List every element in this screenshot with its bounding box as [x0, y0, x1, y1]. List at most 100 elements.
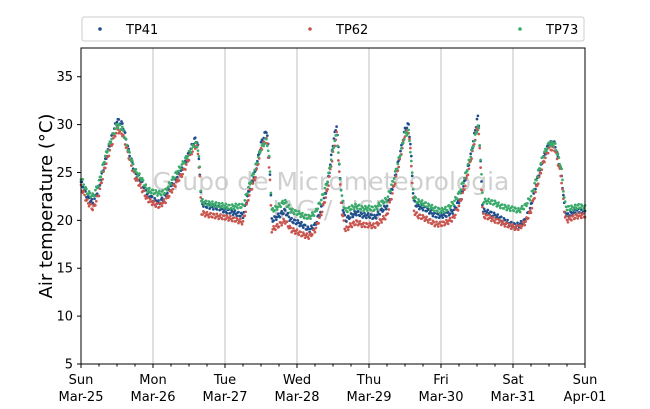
- point-TP62: [94, 204, 97, 207]
- point-TP73: [475, 130, 479, 134]
- point-TP62: [440, 224, 444, 228]
- point-TP62: [352, 220, 356, 224]
- point-TP73: [294, 209, 298, 213]
- point-TP73: [269, 191, 273, 195]
- point-TP41: [123, 131, 127, 134]
- point-TP41: [407, 123, 410, 126]
- point-TP73: [316, 207, 320, 211]
- point-TP62: [230, 219, 234, 223]
- point-TP73: [400, 147, 403, 150]
- point-TP62: [348, 222, 352, 225]
- point-TP62: [202, 211, 206, 215]
- point-TP62: [505, 221, 509, 225]
- point-TP62: [217, 217, 221, 221]
- point-TP73: [232, 207, 236, 211]
- point-TP62: [211, 215, 214, 219]
- point-TP41: [418, 207, 421, 211]
- point-TP73: [562, 190, 565, 193]
- point-TP73: [510, 205, 514, 208]
- point-TP73: [470, 148, 473, 152]
- point-TP41: [441, 216, 445, 220]
- point-TP41: [237, 210, 240, 214]
- point-TP41: [452, 208, 455, 212]
- point-TP41: [509, 220, 513, 224]
- point-TP73: [396, 162, 400, 166]
- point-TP73: [545, 147, 549, 151]
- point-TP41: [384, 207, 388, 211]
- point-TP41: [150, 195, 154, 199]
- point-TP41: [566, 212, 570, 215]
- point-TP62: [539, 171, 543, 175]
- point-TP41: [475, 117, 479, 121]
- point-TP73: [462, 181, 465, 185]
- x-tick-label-date: Mar-25: [59, 390, 104, 405]
- point-TP62: [466, 173, 470, 177]
- point-TP73: [216, 205, 220, 209]
- point-TP73: [103, 154, 107, 158]
- point-TP62: [408, 137, 411, 141]
- point-TP73: [157, 189, 161, 193]
- point-TP41: [380, 207, 383, 211]
- point-TP73: [339, 188, 343, 192]
- point-TP62: [157, 205, 161, 209]
- point-TP62: [222, 214, 226, 218]
- point-TP73: [248, 182, 252, 186]
- point-TP73: [352, 208, 356, 211]
- point-TP73: [379, 204, 383, 208]
- point-TP73: [347, 205, 351, 209]
- point-TP73: [337, 162, 341, 166]
- point-TP73: [256, 161, 259, 165]
- point-TP41: [492, 211, 496, 215]
- point-TP62: [531, 199, 535, 203]
- point-TP73: [175, 172, 179, 176]
- point-TP73: [109, 141, 113, 144]
- point-TP62: [581, 212, 585, 215]
- point-TP62: [313, 230, 317, 234]
- point-TP73: [547, 141, 551, 145]
- point-TP73: [489, 202, 492, 206]
- point-TP41: [378, 213, 382, 216]
- point-TP73: [434, 205, 437, 209]
- point-TP41: [240, 212, 244, 216]
- point-TP62: [495, 217, 499, 221]
- point-TP73: [229, 206, 233, 210]
- point-TP73: [146, 190, 149, 194]
- point-TP41: [205, 206, 209, 209]
- point-TP41: [374, 217, 378, 220]
- point-TP41: [408, 135, 411, 139]
- point-TP62: [219, 213, 222, 216]
- x-tick-label: Tue: [213, 373, 236, 388]
- point-TP73: [445, 208, 449, 212]
- point-TP62: [425, 215, 428, 219]
- point-TP62: [368, 221, 372, 225]
- point-TP62: [154, 205, 158, 208]
- point-TP73: [238, 202, 241, 206]
- point-TP73: [437, 207, 441, 211]
- y-tick-label: 30: [56, 118, 73, 133]
- point-TP41: [160, 196, 164, 200]
- point-TP41: [293, 218, 297, 222]
- y-tick-label: 25: [56, 166, 73, 181]
- point-TP62: [397, 165, 401, 169]
- point-TP73: [361, 206, 365, 209]
- point-TP41: [433, 211, 437, 215]
- point-TP73: [151, 188, 155, 192]
- point-TP62: [160, 204, 164, 208]
- point-TP62: [116, 128, 120, 131]
- point-TP41: [238, 214, 242, 218]
- legend-marker-TP41: [98, 27, 102, 31]
- point-TP73: [130, 159, 134, 162]
- x-tick-label-date: Mar-30: [419, 390, 464, 405]
- point-TP62: [337, 159, 340, 162]
- point-TP73: [452, 203, 455, 207]
- point-TP62: [490, 219, 493, 223]
- point-TP73: [259, 149, 263, 152]
- point-TP62: [236, 218, 239, 222]
- point-TP62: [463, 184, 467, 188]
- y-tick-label: 20: [56, 214, 73, 229]
- point-TP62: [184, 163, 188, 166]
- point-TP62: [247, 198, 250, 202]
- point-TP62: [515, 224, 518, 227]
- point-TP73: [179, 167, 183, 171]
- point-TP73: [149, 191, 153, 195]
